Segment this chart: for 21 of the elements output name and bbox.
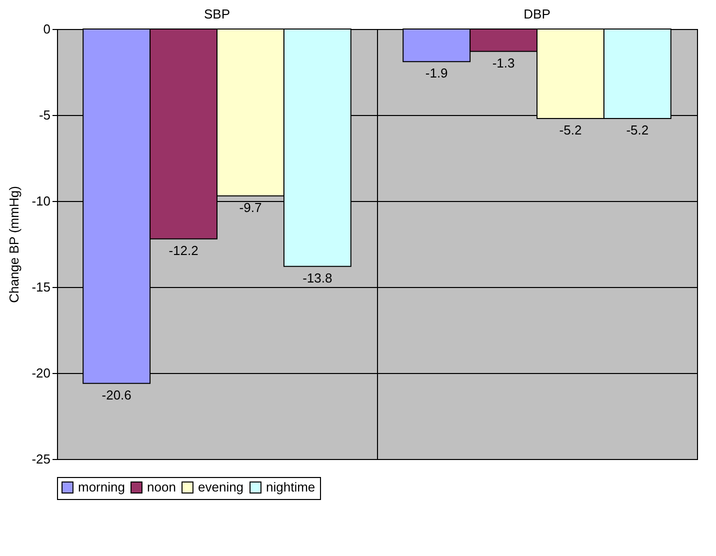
data-label: -13.8 [302,270,332,286]
x-tick-label: DBP [524,6,550,22]
y-axis-title: Change BP (mmHg) [6,186,22,303]
data-label: -20.6 [102,387,132,402]
data-label: -1.3 [492,55,515,70]
legend-label: nightime [266,480,316,495]
data-label: -5.2 [559,122,582,138]
y-tick-label: -25 [32,452,50,466]
data-label: -1.9 [425,66,448,81]
y-tick-label: 0 [43,22,50,36]
y-tick-label: -20 [32,366,50,380]
y-tick-label: -5 [38,108,50,122]
legend-label: morning [78,480,125,495]
legend-label: noon [147,480,176,495]
y-tick-label: -10 [32,194,50,208]
x-tick-label: SBP [204,6,230,22]
legend-label: evening [198,480,244,495]
data-label: -5.2 [626,122,649,138]
y-tick-label: -15 [32,280,50,294]
data-label: -12.2 [168,242,198,258]
data-label: -9.7 [239,200,262,215]
